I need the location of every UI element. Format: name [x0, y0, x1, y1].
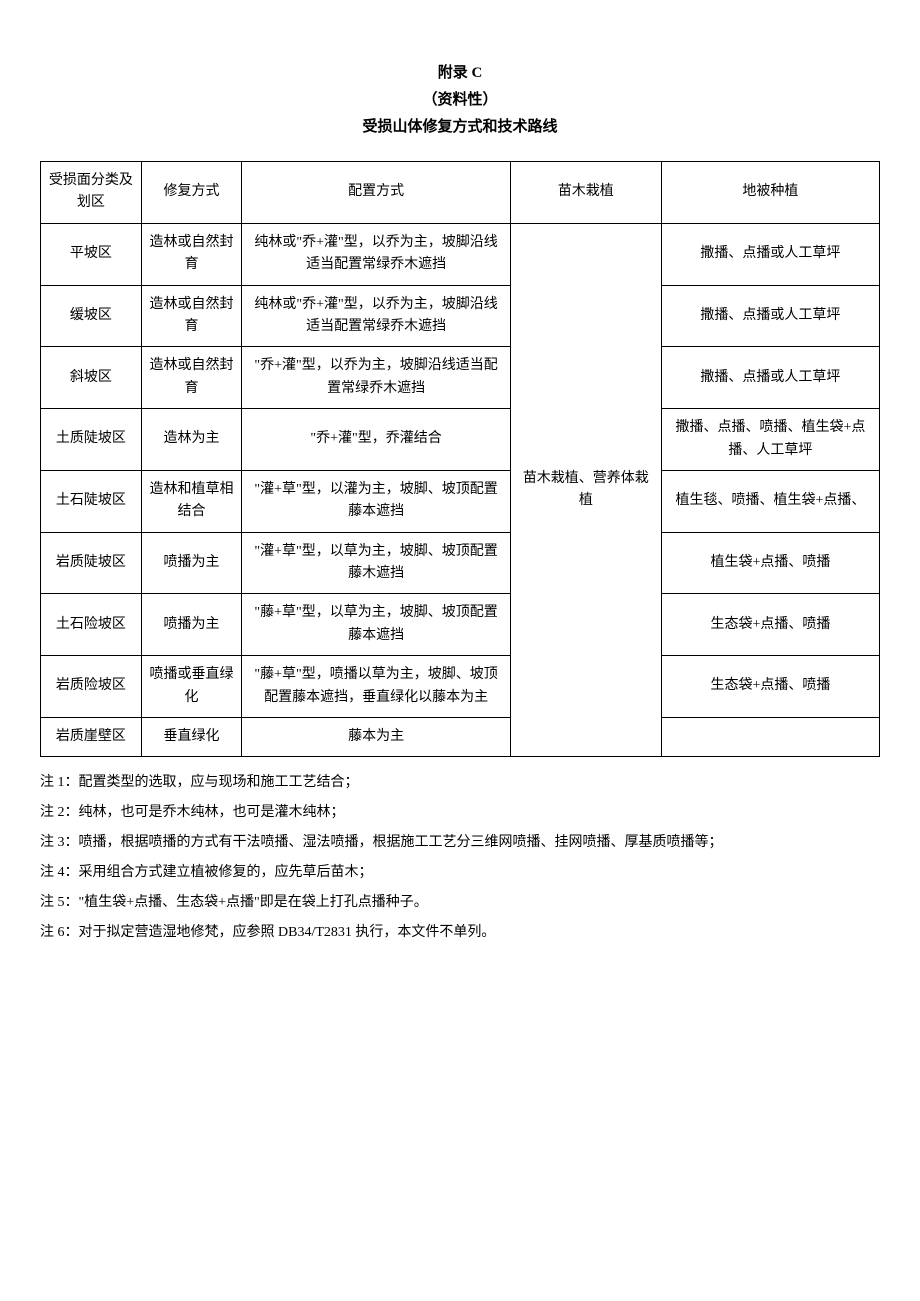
cell-c3: "乔+灌"型，以乔为主，坡脚沿线适当配置常绿乔木遮挡 [242, 347, 510, 409]
cell-c2: 喷播或垂直绿化 [141, 656, 242, 718]
cell-c3: 纯林或"乔+灌"型，以乔为主，坡脚沿线适当配置常绿乔木遮挡 [242, 223, 510, 285]
cell-c2: 造林或自然封育 [141, 285, 242, 347]
cell-c5: 生态袋+点播、喷播 [661, 594, 879, 656]
cell-c5: 撒播、点播或人工草坪 [661, 285, 879, 347]
cell-c5: 撒播、点播或人工草坪 [661, 347, 879, 409]
cell-c3: "藤+草"型，喷播以草为主，坡脚、坡顶配置藤本遮挡，垂直绿化以藤本为主 [242, 656, 510, 718]
note-3: 注 3：喷播，根据喷播的方式有干法喷播、湿法喷播，根据施工工艺分三维网喷播、挂网… [40, 829, 880, 857]
cell-c3: "灌+草"型，以灌为主，坡脚、坡顶配置藤本遮挡 [242, 470, 510, 532]
col-header-4: 苗木栽植 [510, 162, 661, 224]
table-row: 平坡区 造林或自然封育 纯林或"乔+灌"型，以乔为主，坡脚沿线适当配置常绿乔木遮… [41, 223, 880, 285]
restoration-table: 受损面分类及划区 修复方式 配置方式 苗木栽植 地被种植 平坡区 造林或自然封育… [40, 161, 880, 757]
col-header-5: 地被种植 [661, 162, 879, 224]
cell-c5: 撒播、点播、喷播、植生袋+点播、人工草坪 [661, 409, 879, 471]
cell-c1: 平坡区 [41, 223, 142, 285]
cell-c3: "灌+草"型，以草为主，坡脚、坡顶配置藤木遮挡 [242, 532, 510, 594]
cell-c1: 土石陡坡区 [41, 470, 142, 532]
cell-c3: "藤+草"型，以草为主，坡脚、坡顶配置藤本遮挡 [242, 594, 510, 656]
cell-c5 [661, 718, 879, 757]
cell-c3: 藤本为主 [242, 718, 510, 757]
cell-c1: 缓坡区 [41, 285, 142, 347]
cell-c1: 岩质险坡区 [41, 656, 142, 718]
header-line-2: （资料性） [40, 87, 880, 114]
col-header-3: 配置方式 [242, 162, 510, 224]
notes-section: 注 1：配置类型的选取，应与现场和施工工艺结合； 注 2：纯林，也可是乔木纯林，… [40, 769, 880, 947]
cell-c2: 造林为主 [141, 409, 242, 471]
cell-c2: 喷播为主 [141, 532, 242, 594]
note-4: 注 4：采用组合方式建立植被修复的，应先草后苗木； [40, 859, 880, 887]
cell-c3: 纯林或"乔+灌"型，以乔为主，坡脚沿线适当配置常绿乔木遮挡 [242, 285, 510, 347]
cell-c2: 造林或自然封育 [141, 223, 242, 285]
table-header-row: 受损面分类及划区 修复方式 配置方式 苗木栽植 地被种植 [41, 162, 880, 224]
table-row: 土石陡坡区 造林和植草相结合 "灌+草"型，以灌为主，坡脚、坡顶配置藤本遮挡 植… [41, 470, 880, 532]
table-row: 土石险坡区 喷播为主 "藤+草"型，以草为主，坡脚、坡顶配置藤本遮挡 生态袋+点… [41, 594, 880, 656]
appendix-header: 附录 C （资料性） 受损山体修复方式和技术路线 [40, 60, 880, 141]
cell-c1: 斜坡区 [41, 347, 142, 409]
cell-c1: 土质陡坡区 [41, 409, 142, 471]
header-line-3: 受损山体修复方式和技术路线 [40, 114, 880, 141]
cell-c2: 喷播为主 [141, 594, 242, 656]
cell-c1: 岩质陡坡区 [41, 532, 142, 594]
cell-c5: 植生袋+点播、喷播 [661, 532, 879, 594]
note-6: 注 6：对于拟定营造湿地修梵，应参照 DB34/T2831 执行，本文件不单列。 [40, 919, 880, 947]
cell-c2: 造林和植草相结合 [141, 470, 242, 532]
table-row: 土质陡坡区 造林为主 "乔+灌"型，乔灌结合 撒播、点播、喷播、植生袋+点播、人… [41, 409, 880, 471]
note-1: 注 1：配置类型的选取，应与现场和施工工艺结合； [40, 769, 880, 797]
note-5: 注 5："植生袋+点播、生态袋+点播"即是在袋上打孔点播种子。 [40, 889, 880, 917]
table-row: 岩质险坡区 喷播或垂直绿化 "藤+草"型，喷播以草为主，坡脚、坡顶配置藤本遮挡，… [41, 656, 880, 718]
cell-c1: 岩质崖壁区 [41, 718, 142, 757]
table-row: 缓坡区 造林或自然封育 纯林或"乔+灌"型，以乔为主，坡脚沿线适当配置常绿乔木遮… [41, 285, 880, 347]
note-2: 注 2：纯林，也可是乔木纯林，也可是灌木纯林； [40, 799, 880, 827]
table-row: 岩质陡坡区 喷播为主 "灌+草"型，以草为主，坡脚、坡顶配置藤木遮挡 植生袋+点… [41, 532, 880, 594]
cell-c5: 植生毯、喷播、植生袋+点播、 [661, 470, 879, 532]
cell-c4-merged: 苗木栽植、营养体栽植 [510, 223, 661, 757]
col-header-1: 受损面分类及划区 [41, 162, 142, 224]
cell-c3: "乔+灌"型，乔灌结合 [242, 409, 510, 471]
cell-c5: 生态袋+点播、喷播 [661, 656, 879, 718]
cell-c2: 造林或自然封育 [141, 347, 242, 409]
cell-c2: 垂直绿化 [141, 718, 242, 757]
col-header-2: 修复方式 [141, 162, 242, 224]
header-line-1: 附录 C [40, 60, 880, 87]
table-row: 斜坡区 造林或自然封育 "乔+灌"型，以乔为主，坡脚沿线适当配置常绿乔木遮挡 撒… [41, 347, 880, 409]
table-row: 岩质崖壁区 垂直绿化 藤本为主 [41, 718, 880, 757]
cell-c5: 撒播、点播或人工草坪 [661, 223, 879, 285]
cell-c1: 土石险坡区 [41, 594, 142, 656]
